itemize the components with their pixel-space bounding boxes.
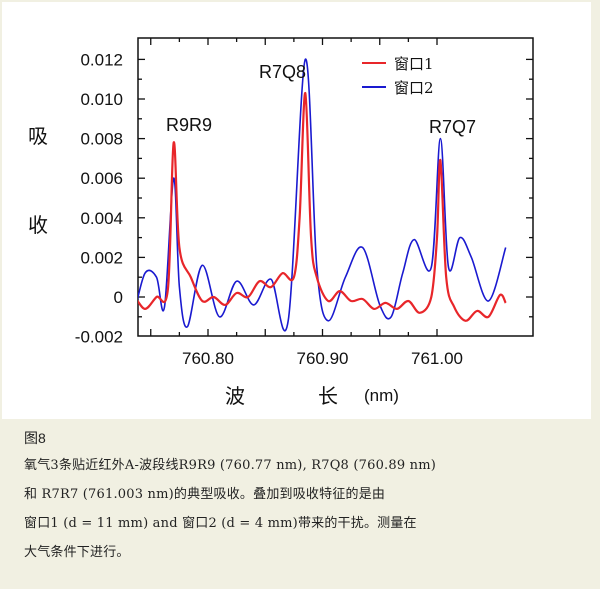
x-tick-label: 760.80: [182, 349, 234, 368]
y-tick-label: 0.004: [80, 209, 123, 228]
x-axis-label-char1: 波: [225, 384, 245, 408]
caption-line-1: 氧气3条贴近红外A-波段线R9R9 (760.77 nm), R7Q8 (760…: [24, 458, 437, 473]
plot-frame: [137, 37, 534, 337]
peak-label-r7q7: R7Q7: [429, 117, 476, 137]
x-axis-unit: (nm): [364, 386, 399, 405]
y-tick-label: -0.002: [75, 328, 123, 347]
x-tick-label: 760.90: [297, 349, 349, 368]
series-window1-line: [138, 91, 507, 322]
y-tick-label: 0.012: [80, 50, 123, 69]
x-tick-labels: 760.80 760.90 761.00: [182, 349, 463, 368]
legend: 窗口1 窗口2: [362, 55, 434, 97]
caption-line-4: 大气条件下进行。: [24, 545, 130, 560]
y-tick-label: 0.006: [80, 169, 123, 188]
data-series: [138, 58, 507, 332]
axis-ticks: [138, 38, 533, 336]
figure-caption: 图8 氧气3条贴近红外A-波段线R9R9 (760.77 nm), R7Q8 (…: [24, 428, 584, 572]
figure-number: 图8: [24, 430, 46, 446]
caption-line-2: 和 R7R7 (761.003 nm)的典型吸收。叠加到吸收特征的是由: [24, 487, 386, 502]
y-tick-label: 0.008: [80, 130, 123, 149]
x-axis-label-char2: 长: [318, 384, 338, 408]
absorption-chart: -0.002 0 0.002 0.004 0.006 0.008 0.010 0.012 76…: [28, 37, 534, 408]
x-tick-label: 761.00: [411, 349, 463, 368]
y-tick-labels: -0.002 0 0.002 0.004 0.006 0.008 0.010 0.012: [75, 50, 123, 346]
series-window2-line: [138, 58, 507, 332]
legend-label-window1: 窗口1: [394, 55, 434, 73]
peak-label-r9r9: R9R9: [166, 115, 212, 135]
y-tick-label: 0.002: [80, 248, 123, 267]
peak-label-r7q8: R7Q8: [259, 62, 306, 82]
caption-line-3: 窗口1 (d = 11 mm) and 窗口2 (d = 4 mm)带来的干扰。…: [24, 516, 417, 531]
y-axis-label-char1: 吸: [28, 124, 48, 148]
y-axis-label-char2: 收: [28, 213, 48, 237]
legend-label-window2: 窗口2: [394, 79, 434, 97]
y-tick-label: 0: [114, 288, 123, 307]
y-tick-label: 0.010: [80, 90, 123, 109]
figure-panel: [2, 2, 591, 419]
